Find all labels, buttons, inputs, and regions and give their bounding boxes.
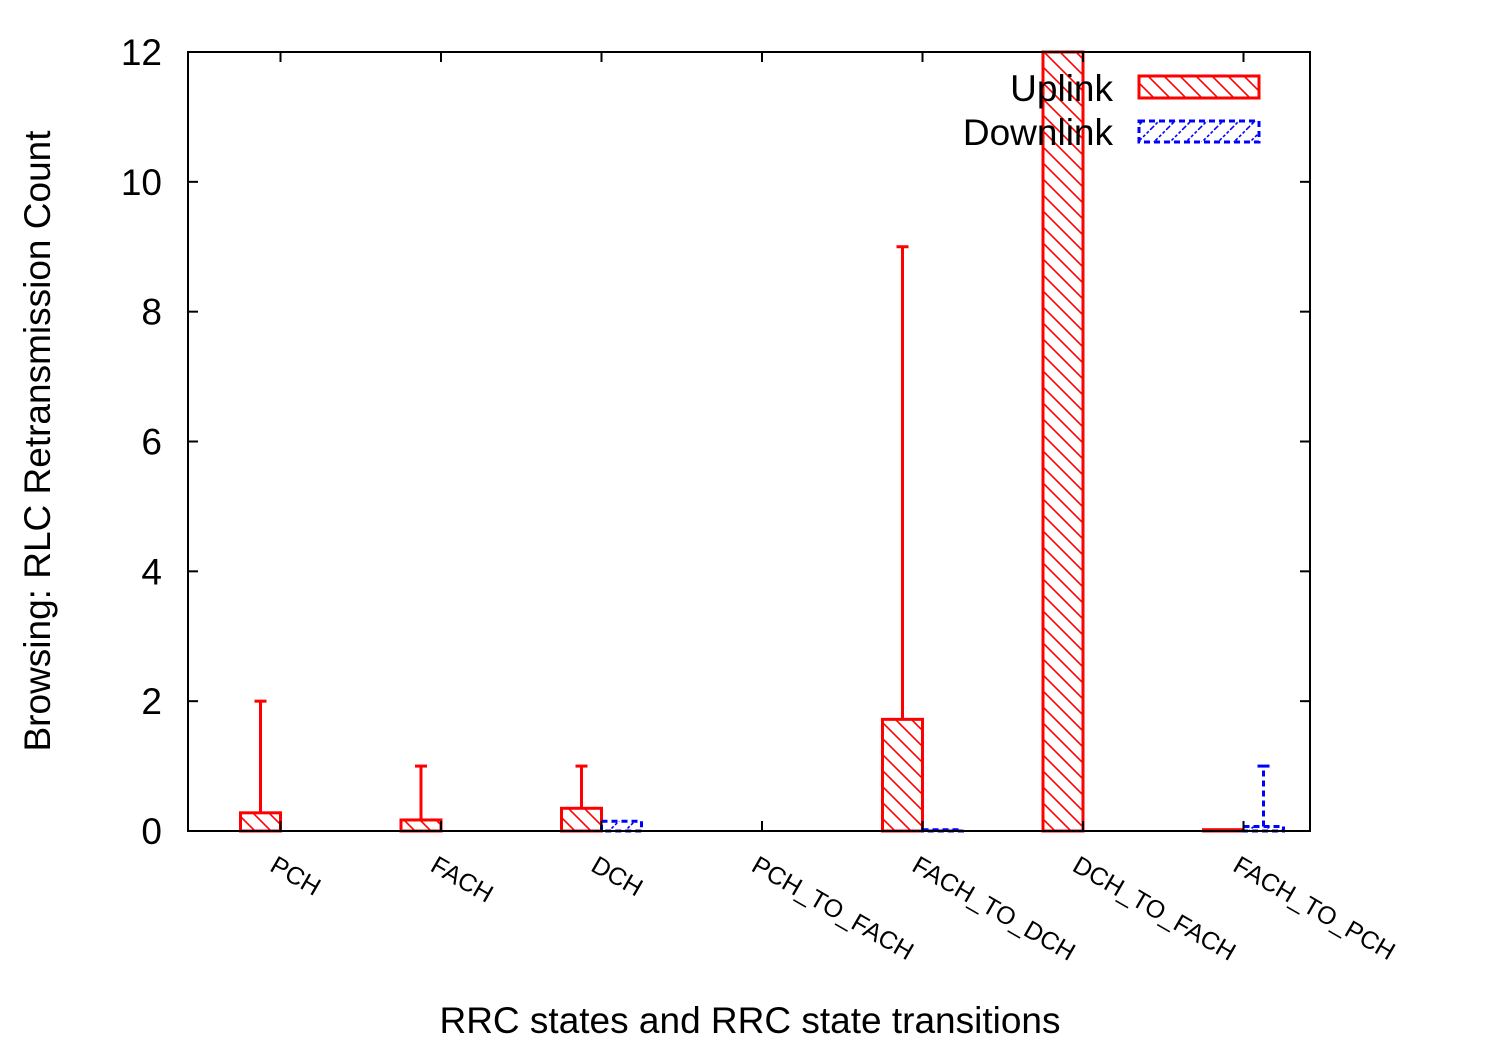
- y-tick-label: 8: [141, 292, 162, 333]
- y-axis-title: Browsing: RLC Retransmission Count: [17, 130, 58, 752]
- plot-frame: [187, 51, 1311, 832]
- legend-label-uplink: Uplink: [1010, 68, 1113, 109]
- bar-uplink: [881, 717, 924, 833]
- y-tick-label: 4: [141, 551, 162, 592]
- x-category-label: PCH_TO_FACH: [747, 851, 918, 966]
- legend: Uplink Downlink: [963, 68, 1261, 153]
- x-category-label: DCH: [587, 851, 648, 902]
- y-tick-label: 2: [141, 681, 162, 722]
- y-tick-label: 12: [121, 32, 162, 73]
- bar-uplink: [399, 818, 443, 833]
- x-category-label: DCH_TO_FACH: [1068, 851, 1240, 967]
- legend-label-downlink: Downlink: [963, 112, 1114, 153]
- bars-layer: [239, 50, 1285, 833]
- y-tick-label: 6: [141, 422, 162, 463]
- x-category-label: FACH_TO_DCH: [908, 851, 1080, 967]
- legend-swatch-uplink: [1137, 74, 1261, 100]
- x-category-label: FACH: [426, 851, 498, 909]
- x-axis-title: RRC states and RRC state transitions: [439, 1000, 1060, 1041]
- bar-downlink: [600, 819, 643, 833]
- x-category-label: FACH_TO_PCH: [1229, 851, 1400, 966]
- bar-uplink: [560, 806, 603, 833]
- y-tick-label: 0: [141, 811, 162, 852]
- legend-swatch-downlink: [1137, 119, 1261, 144]
- error-bars-layer: [254, 245, 1270, 827]
- bar-uplink: [239, 811, 282, 833]
- y-axis: 0 2 4 6 8 10 12: [121, 32, 1310, 852]
- bar-uplink: [1041, 50, 1085, 833]
- y-tick-label: 10: [121, 162, 162, 203]
- x-category-label: PCH: [266, 851, 326, 902]
